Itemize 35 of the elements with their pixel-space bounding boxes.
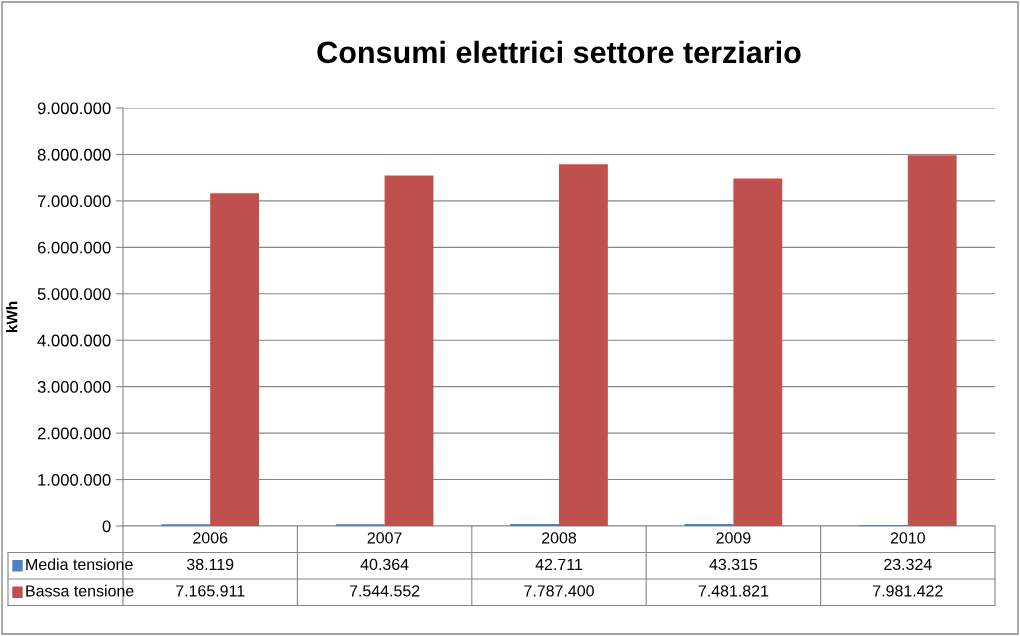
legend-label: Bassa tensione: [26, 584, 134, 597]
y-axis-title: kWh: [6, 301, 18, 333]
y-tick-label: 5.000.000: [37, 288, 111, 300]
bar: [559, 164, 608, 526]
data-label: 7.981.422: [873, 585, 943, 597]
data-label: 23.324: [884, 558, 932, 571]
bar: [384, 175, 434, 526]
legend-label: Media tensione: [26, 558, 133, 571]
x-tick-label: 2010: [890, 532, 925, 544]
y-tick-label: 4.000.000: [37, 334, 111, 347]
bar: [684, 523, 734, 526]
x-tick-label: 2008: [542, 532, 577, 544]
data-label: 7.544.552: [349, 585, 420, 597]
y-tick-label: 0: [102, 520, 111, 533]
y-tick-label: 9.000.000: [37, 102, 111, 115]
data-label: 40.364: [360, 558, 409, 571]
y-tick-label: 6.000.000: [37, 241, 111, 254]
bar: [210, 193, 260, 526]
y-tick-label: 7.000.000: [37, 195, 111, 208]
bar: [733, 178, 783, 526]
y-tick-label: 2.000.000: [37, 427, 111, 440]
y-tick-label: 1.000.000: [38, 473, 111, 486]
data-label: 42.711: [535, 558, 583, 570]
bar: [907, 155, 957, 526]
data-label: 7.787.400: [524, 585, 594, 597]
y-tick-label: 3.000.000: [37, 381, 111, 393]
x-tick-label: 2009: [716, 532, 751, 544]
data-label: 7.481.821: [698, 585, 769, 597]
x-tick-label: 2007: [367, 532, 402, 544]
x-tick-label: 2006: [193, 532, 228, 544]
data-label: 43.315: [709, 558, 758, 571]
data-label: 38.119: [186, 558, 234, 571]
chart-title: Consumi elettrici settore terziario: [317, 40, 801, 64]
data-label: 7.165.911: [176, 585, 245, 597]
y-tick-label: 8.000.000: [37, 148, 111, 161]
